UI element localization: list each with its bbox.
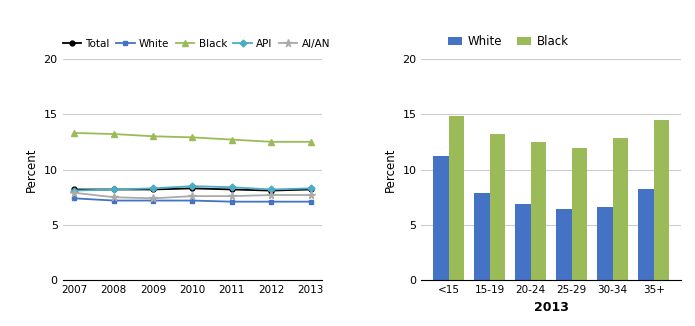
Black [188, 135, 197, 139]
Black [306, 140, 315, 144]
Black [149, 134, 157, 138]
API [188, 184, 197, 188]
API [306, 186, 315, 190]
Bar [433, 156, 448, 280]
Black [267, 140, 275, 144]
Total [149, 187, 157, 191]
Bar [448, 116, 464, 280]
Bar [531, 142, 546, 280]
Line: API: API [72, 184, 313, 193]
Line: Total: Total [72, 186, 313, 193]
White [188, 199, 197, 202]
Black [110, 132, 118, 136]
AI/AN [188, 194, 197, 198]
Bar [613, 139, 628, 280]
Total [228, 187, 236, 191]
AI/AN [110, 195, 118, 199]
Bar [654, 120, 669, 280]
AI/AN [70, 191, 79, 195]
Line: Black: Black [71, 129, 314, 145]
Total [110, 187, 118, 191]
API [267, 187, 275, 191]
White [70, 196, 79, 200]
White [110, 199, 118, 202]
Total [306, 187, 315, 191]
Legend: White, Black: White, Black [448, 35, 569, 48]
Total [267, 189, 275, 193]
Y-axis label: Percent: Percent [25, 147, 38, 192]
White [267, 200, 275, 204]
White [149, 199, 157, 202]
Legend: Total, White, Black, API, AI/AN: Total, White, Black, API, AI/AN [63, 39, 330, 49]
Y-axis label: Percent: Percent [384, 147, 397, 192]
Black [70, 131, 79, 135]
Bar [597, 207, 613, 280]
Bar [638, 189, 654, 280]
AI/AN [228, 194, 236, 198]
Total [188, 186, 197, 190]
Line: AI/AN: AI/AN [71, 189, 314, 202]
Bar [515, 204, 531, 280]
API [149, 186, 157, 190]
API [70, 189, 79, 193]
AI/AN [267, 193, 275, 197]
Line: White: White [72, 196, 313, 204]
AI/AN [306, 193, 315, 197]
Total [70, 187, 79, 191]
AI/AN [149, 196, 157, 200]
White [228, 200, 236, 204]
Black [228, 138, 236, 141]
Bar [489, 134, 505, 280]
X-axis label: 2013: 2013 [534, 301, 569, 314]
Bar [572, 148, 587, 280]
Bar [556, 209, 572, 280]
API [228, 185, 236, 189]
Bar [474, 193, 489, 280]
White [306, 200, 315, 204]
API [110, 187, 118, 191]
